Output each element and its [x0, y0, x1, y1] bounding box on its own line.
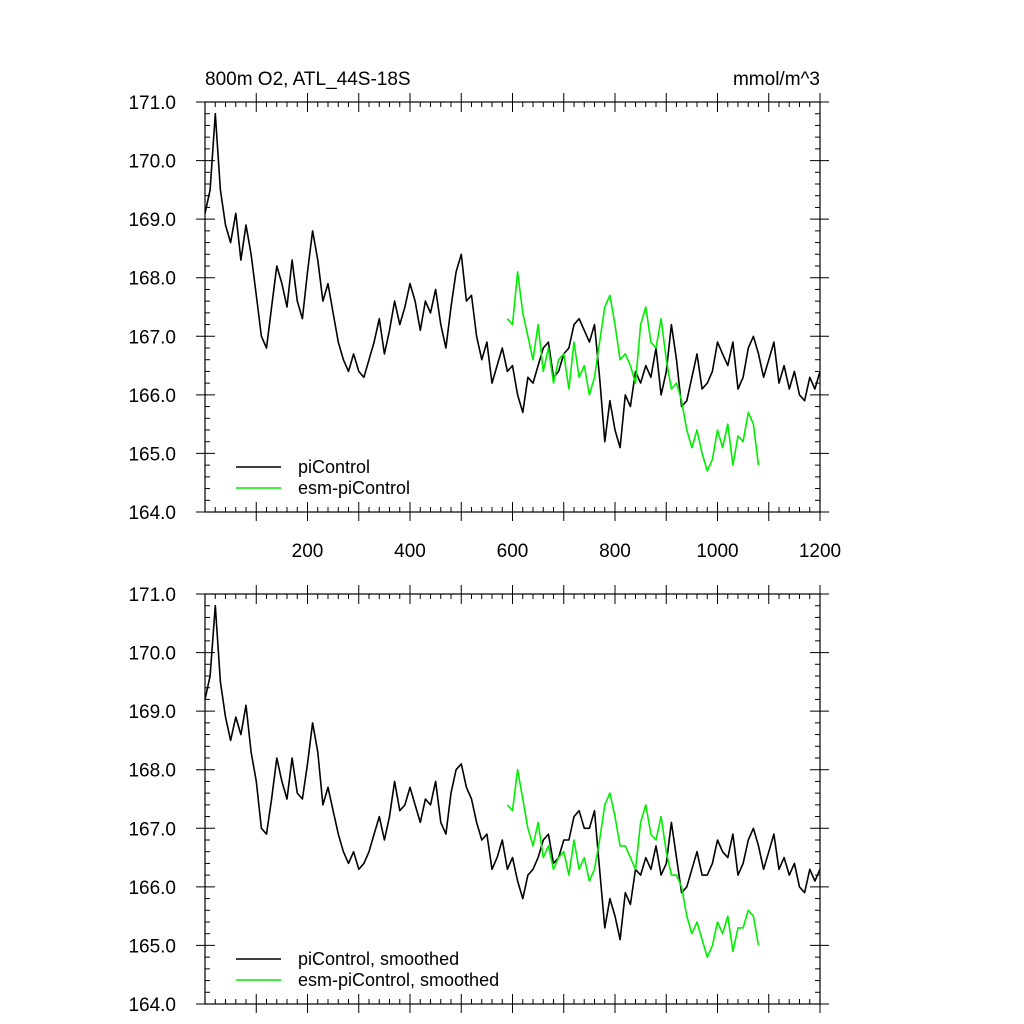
y-tick-label: 165.0 [128, 936, 176, 957]
series-line-1 [506, 768, 760, 958]
plot-frame [204, 101, 821, 513]
y-tick-label: 170.0 [128, 152, 176, 173]
x-tick-label: 600 [497, 541, 529, 562]
series-line-0 [204, 112, 821, 449]
plot-frame [204, 593, 821, 1005]
y-tick-label: 168.0 [128, 269, 176, 290]
y-tick-label: 171.0 [128, 585, 176, 606]
x-tick-label: 400 [394, 541, 426, 562]
bottom-panel: 171.0 170.0 169.0 168.0 167.0 166.0 165.0 164.0… [128, 585, 829, 1016]
legend-label-1: esm-piControl [298, 478, 410, 498]
series-line-0 [204, 604, 821, 941]
y-tick-label: 166.0 [128, 386, 176, 407]
y-tick-label: 166.0 [128, 878, 176, 899]
y-tick-label: 164.0 [128, 995, 176, 1016]
x-tick-label: 1000 [696, 541, 738, 562]
y-tick-label: 171.0 [128, 93, 176, 114]
legend-label-1: esm-piControl, smoothed [298, 970, 499, 990]
x-tick-label: 800 [599, 541, 631, 562]
series-line-1 [506, 271, 760, 472]
y-tick-label: 170.0 [128, 644, 176, 665]
y-tick-label: 165.0 [128, 444, 176, 465]
y-tick-label: 168.0 [128, 761, 176, 782]
chart-title: 800m O2, ATL_44S-18S [205, 69, 411, 90]
units-label: mmol/m^3 [733, 69, 820, 90]
top-panel: 200 400 600 800 1000 1200 171.0 170.0 169.0 168.0… [128, 93, 841, 562]
y-tick-label: 167.0 [128, 819, 176, 840]
y-tick-label: 167.0 [128, 327, 176, 348]
y-tick-label: 169.0 [128, 702, 176, 723]
y-tick-label: 169.0 [128, 210, 176, 231]
x-tick-label: 200 [292, 541, 324, 562]
x-tick-label: 1200 [799, 541, 841, 562]
y-tick-label: 164.0 [128, 503, 176, 524]
legend-label-0: piControl [298, 457, 370, 477]
legend-label-0: piControl, smoothed [298, 949, 459, 969]
